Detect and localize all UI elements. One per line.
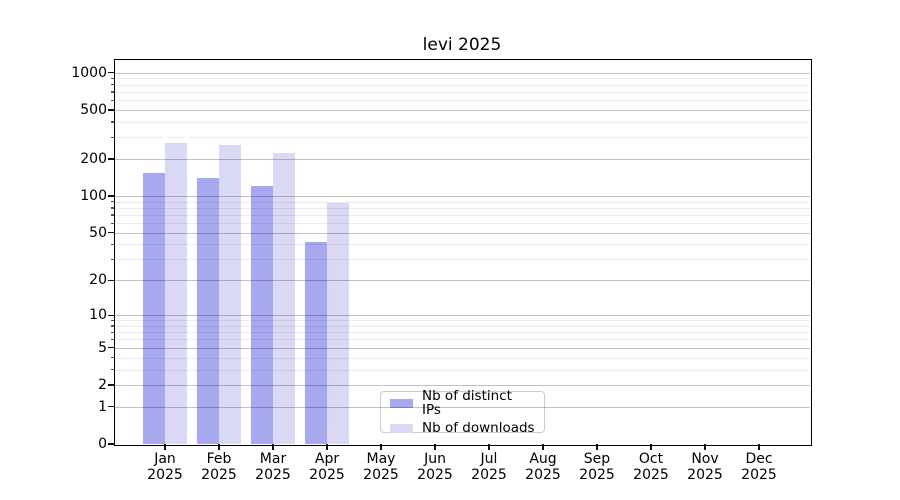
legend-label-distinct-ips: Nb of distinct IPs [421, 388, 512, 418]
y-minor-tick-60 [111, 222, 114, 224]
y-tick-1 [108, 406, 114, 408]
y-minor-tick-400 [111, 121, 114, 123]
y-tick-0 [108, 443, 114, 445]
y-tick-label-10: 10 [89, 307, 107, 324]
bar-feb-distinct-ips [197, 177, 219, 444]
y-tick-1000 [108, 72, 114, 74]
gridline-minor-600 [114, 100, 810, 102]
x-tick-label-may: May 2025 [363, 451, 399, 483]
x-tick-may [380, 444, 382, 450]
x-tick-oct [650, 444, 652, 450]
gridline-minor-800 [114, 84, 810, 86]
y-tick-label-0: 0 [98, 436, 107, 452]
y-tick-2 [108, 384, 114, 386]
bar-mar-distinct-ips [251, 186, 273, 444]
y-minor-tick-600 [111, 99, 114, 101]
x-tick-label-jul: Jul 2025 [471, 451, 507, 483]
y-minor-tick-4 [111, 357, 114, 359]
x-tick-label-dec: Dec 2025 [741, 451, 777, 483]
y-tick-10 [108, 314, 114, 316]
y-minor-tick-800 [111, 84, 114, 86]
x-tick-mar [272, 444, 274, 450]
y-minor-tick-40 [111, 243, 114, 246]
x-tick-apr [326, 444, 328, 450]
y-minor-tick-30 [111, 258, 114, 261]
legend-label-downloads: Nb of downloads [422, 420, 535, 436]
y-tick-label-100: 100 [80, 188, 107, 205]
gridline-minor-700 [114, 91, 810, 93]
x-tick-aug [542, 444, 544, 450]
x-tick-label-aug: Aug 2025 [525, 451, 561, 483]
gridline-minor-900 [114, 78, 810, 80]
y-tick-label-1: 1 [98, 398, 107, 415]
y-tick-20 [108, 279, 114, 281]
y-tick-50 [108, 232, 114, 234]
y-minor-tick-6 [111, 338, 114, 341]
y-tick-label-20: 20 [89, 272, 107, 289]
gridline-500 [114, 109, 810, 111]
y-minor-tick-700 [111, 91, 114, 93]
y-minor-tick-90 [111, 201, 114, 203]
x-tick-label-apr: Apr 2025 [309, 451, 345, 483]
legend-item-distinct-ips: Nb of distinct IPs [390, 389, 535, 417]
bar-jan-downloads [165, 142, 187, 444]
y-minor-tick-80 [111, 207, 114, 209]
x-tick-nov [704, 444, 706, 450]
bar-apr-distinct-ips [305, 241, 327, 444]
chart-title: levi 2025 [422, 35, 502, 55]
x-tick-label-jan: Jan 2025 [147, 451, 183, 483]
x-tick-label-mar: Mar 2025 [255, 451, 291, 483]
bar-apr-downloads [327, 202, 349, 444]
legend-item-downloads: Nb of downloads [390, 421, 535, 435]
x-tick-jul [488, 444, 490, 450]
y-minor-tick-7 [111, 331, 114, 333]
y-tick-500 [108, 109, 114, 111]
y-minor-tick-900 [111, 77, 114, 80]
y-minor-tick-3 [111, 369, 114, 371]
y-tick-label-5: 5 [98, 339, 107, 356]
x-tick-dec [758, 444, 760, 450]
legend-swatch-distinct-ips [390, 398, 413, 408]
y-minor-tick-9 [111, 319, 114, 321]
legend: Nb of distinct IPs Nb of downloads [380, 389, 545, 435]
x-tick-label-feb: Feb 2025 [201, 451, 237, 483]
y-tick-label-1000: 1000 [71, 64, 107, 81]
y-minor-tick-8 [111, 325, 114, 327]
y-tick-label-200: 200 [80, 151, 107, 168]
y-minor-tick-70 [111, 214, 114, 216]
bar-feb-downloads [219, 145, 241, 444]
bar-mar-downloads [273, 152, 295, 444]
bar-jan-distinct-ips [143, 172, 165, 444]
x-tick-jan [164, 444, 166, 450]
x-tick-sep [596, 444, 598, 450]
x-tick-jun [434, 444, 436, 450]
y-tick-5 [108, 347, 114, 349]
y-tick-label-50: 50 [89, 224, 107, 241]
x-tick-label-jun: Jun 2025 [417, 451, 453, 483]
x-tick-label-nov: Nov 2025 [687, 451, 723, 483]
y-tick-label-500: 500 [80, 101, 107, 118]
x-tick-feb [218, 444, 220, 450]
gridline-minor-400 [114, 121, 810, 123]
gridline-1000 [114, 72, 810, 74]
y-minor-tick-300 [111, 136, 114, 139]
y-tick-200 [108, 158, 114, 160]
x-tick-label-oct: Oct 2025 [633, 451, 669, 483]
x-tick-label-sep: Sep 2025 [579, 451, 615, 483]
gridline-minor-300 [114, 137, 810, 139]
y-tick-label-2: 2 [98, 376, 107, 393]
y-tick-100 [108, 195, 114, 197]
legend-swatch-downloads [390, 423, 413, 433]
